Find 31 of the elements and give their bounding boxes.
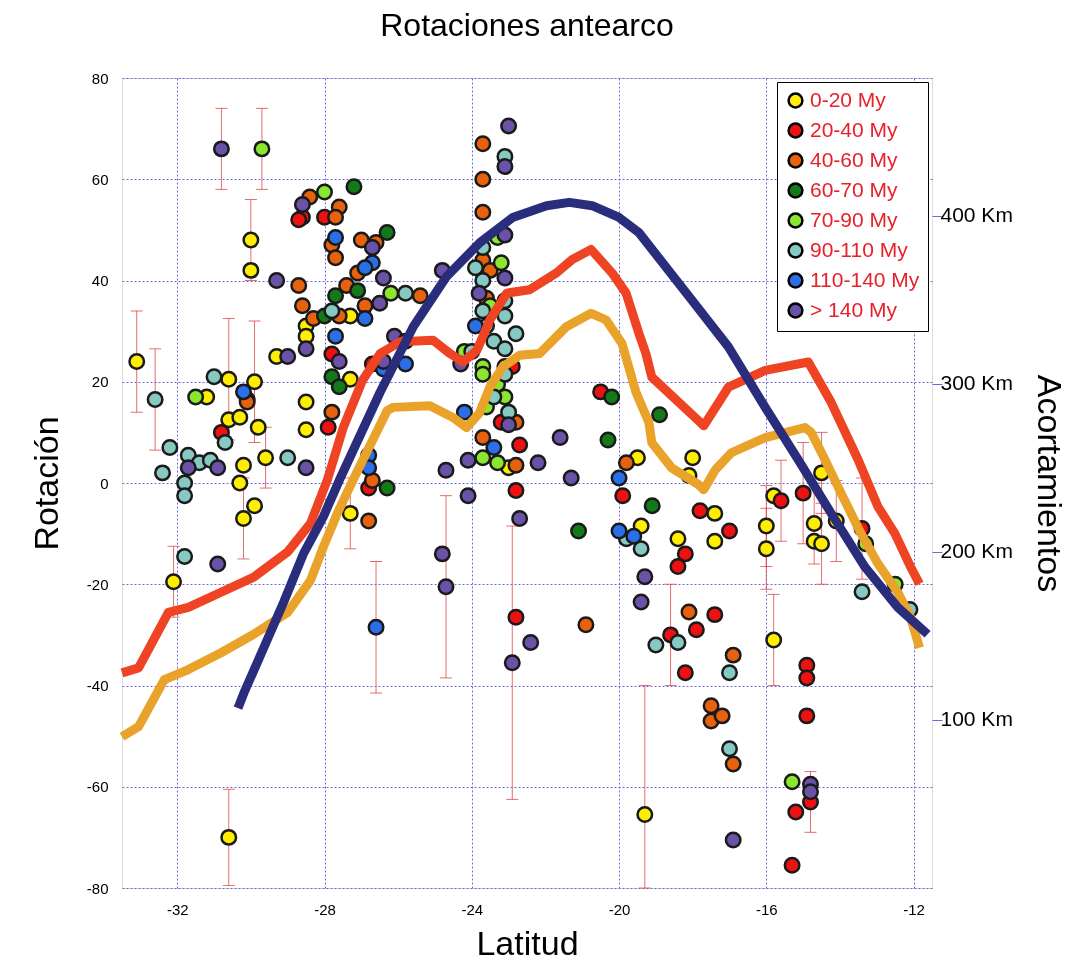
legend-label: 0-20 My [810, 87, 887, 111]
legend-label: 20-40 My [810, 117, 899, 141]
y2-tick-label: 300 Km [940, 371, 1013, 395]
x-tick-label: -12 [903, 900, 925, 918]
chart-title: Rotaciones antearco [380, 7, 674, 43]
x-tick-label: -16 [755, 900, 778, 918]
y2-tick-label: 100 Km [940, 707, 1013, 731]
legend-label: > 140 My [810, 297, 898, 321]
y2-axis-title: Acortamientos [1030, 374, 1069, 593]
x-tick-label: -28 [314, 900, 336, 918]
y-tick-label: 20 [91, 373, 109, 391]
y-tick-label: -40 [86, 677, 109, 694]
x-tick-label: -20 [608, 900, 631, 918]
y2-tick-label: 400 Km [940, 203, 1013, 227]
y-tick-label: -80 [86, 879, 109, 897]
y-tick-label: -20 [86, 575, 109, 593]
y-tick-label: 60 [91, 170, 109, 188]
legend-label: 110-140 My [810, 267, 920, 291]
y-tick-label: 80 [91, 69, 109, 87]
x-tick-label: -32 [166, 900, 189, 918]
legend-label: 90-110 My [810, 237, 909, 261]
legend-label: 70-90 My [810, 207, 899, 231]
legend-label: 60-70 My [810, 177, 899, 201]
y-tick-label: 0 [100, 474, 109, 492]
legend-label: 40-60 My [810, 147, 899, 171]
x-axis-title: Latitud [476, 923, 579, 962]
y-tick-label: 40 [91, 272, 109, 289]
x-tick-label: -24 [461, 900, 484, 918]
y-tick-label: -60 [86, 778, 109, 796]
y2-tick-label: 200 Km [940, 539, 1013, 563]
y-axis-title: Rotación [26, 416, 65, 551]
